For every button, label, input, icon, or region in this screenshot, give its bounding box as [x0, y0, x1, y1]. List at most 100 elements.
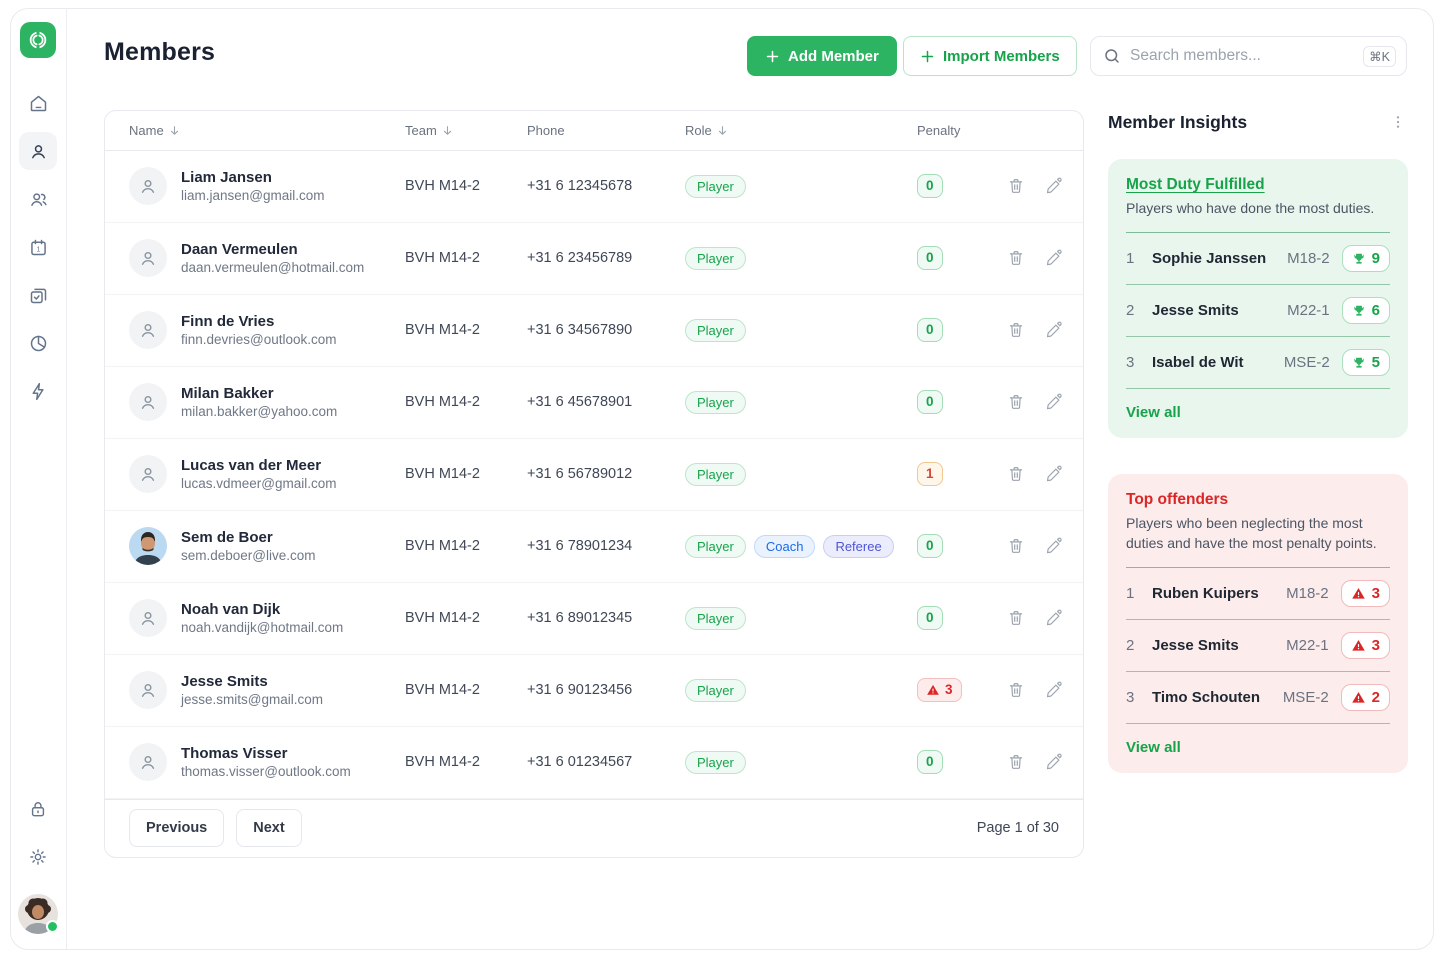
member-phone: +31 6 56789012: [527, 466, 633, 483]
role-badge: Player: [685, 390, 746, 414]
edit-row-button[interactable]: [1045, 393, 1063, 411]
search-input[interactable]: [1130, 47, 1355, 65]
table-row[interactable]: Milan Bakker milan.bakker@yahoo.com BVH …: [105, 367, 1083, 439]
member-name: Noah van Dijk: [181, 601, 281, 619]
delete-row-button[interactable]: [1007, 753, 1025, 771]
rank: 1: [1126, 250, 1135, 268]
table-row[interactable]: Liam Jansen liam.jansen@gmail.com BVH M1…: [105, 151, 1083, 223]
app-logo[interactable]: [20, 22, 56, 58]
sort-down-icon[interactable]: [716, 124, 729, 137]
next-page-button[interactable]: Next: [236, 809, 302, 848]
delete-row-button[interactable]: [1007, 537, 1025, 555]
users-icon: [30, 192, 47, 206]
trophy-icon: [1353, 357, 1364, 368]
member-name: Liam Jansen: [181, 169, 272, 187]
online-status-dot: [46, 920, 59, 933]
trash-icon: [1009, 323, 1023, 337]
pencil-icon: [1046, 177, 1062, 194]
edit-row-button[interactable]: [1045, 321, 1063, 339]
sidebar-item-members[interactable]: [19, 132, 57, 170]
sort-down-icon[interactable]: [441, 124, 454, 137]
sidebar-item-duties[interactable]: [19, 276, 57, 314]
table-row[interactable]: Noah van Dijk noah.vandijk@hotmail.com B…: [105, 583, 1083, 655]
table-row[interactable]: Thomas Visser thomas.visser@outlook.com …: [105, 727, 1083, 799]
column-header: Role: [685, 123, 917, 138]
member-avatar: [129, 743, 167, 782]
member-email: liam.jansen@gmail.com: [181, 188, 325, 204]
trophy-icon: [1353, 305, 1364, 316]
player-team: MSE-2: [1282, 689, 1329, 707]
rank: 3: [1126, 689, 1135, 707]
sidebar-item-calendar[interactable]: 1: [19, 228, 57, 266]
delete-row-button[interactable]: [1007, 321, 1025, 339]
add-member-button[interactable]: Add Member: [747, 36, 897, 76]
edit-row-button[interactable]: [1045, 537, 1063, 555]
column-header: Team: [405, 123, 527, 138]
sidebar-item-activity[interactable]: [19, 372, 57, 410]
user-icon: [141, 396, 155, 410]
profile-avatar[interactable]: [18, 894, 59, 934]
lightning-icon: [32, 382, 44, 400]
svg-text:1: 1: [36, 246, 40, 253]
plus-icon: [921, 50, 934, 62]
top-offenders-view-all-link[interactable]: View all: [1126, 739, 1181, 757]
edit-row-button[interactable]: [1045, 681, 1063, 699]
delete-row-button[interactable]: [1007, 177, 1025, 195]
search-icon: [1105, 49, 1119, 63]
role-badge: Player: [685, 462, 746, 486]
member-insights-panel: Member Insights Most Duty Fulfilled Play…: [1108, 112, 1408, 774]
player-name: Ruben Kuipers: [1152, 585, 1259, 603]
most-duty-view-all-link[interactable]: View all: [1126, 404, 1181, 422]
user-icon: [141, 756, 155, 770]
penalty-badge: 0: [917, 750, 943, 774]
member-roles: Player: [685, 318, 917, 342]
member-team: BVH M14-2: [405, 610, 480, 627]
delete-row-button[interactable]: [1007, 609, 1025, 627]
table-row[interactable]: Sem de Boer sem.deboer@live.com BVH M14-…: [105, 511, 1083, 583]
member-avatar: [129, 527, 167, 566]
column-header: Phone: [527, 122, 565, 138]
edit-row-button[interactable]: [1045, 609, 1063, 627]
sort-down-icon[interactable]: [168, 124, 181, 137]
delete-row-button[interactable]: [1007, 249, 1025, 267]
pagination: Previous Next Page 1 of 30: [105, 798, 1083, 857]
sidebar-item-home[interactable]: [19, 84, 57, 122]
edit-row-button[interactable]: [1045, 249, 1063, 267]
import-members-button[interactable]: Import Members: [903, 36, 1077, 76]
table-row[interactable]: Jesse Smits jesse.smits@gmail.com BVH M1…: [105, 655, 1083, 727]
kebab-menu-icon[interactable]: [1388, 112, 1408, 137]
player-name: Timo Schouten: [1152, 689, 1261, 707]
table-row[interactable]: Finn de Vries finn.devries@outlook.com B…: [105, 295, 1083, 367]
edit-row-button[interactable]: [1045, 753, 1063, 771]
edit-row-button[interactable]: [1045, 465, 1063, 483]
pencil-icon: [1046, 393, 1062, 410]
player-name: Jesse Smits: [1152, 302, 1239, 320]
edit-row-button[interactable]: [1045, 177, 1063, 195]
member-team: BVH M14-2: [405, 250, 480, 267]
sidebar-item-teams[interactable]: [19, 180, 57, 218]
sidebar-item-settings[interactable]: [19, 838, 57, 876]
player-team: M22-1: [1287, 302, 1330, 320]
delete-row-button[interactable]: [1007, 465, 1025, 483]
role-badge: Player: [685, 318, 746, 342]
sidebar-item-stats[interactable]: [19, 324, 57, 362]
player-name: Isabel de Wit: [1152, 354, 1244, 372]
top-offenders-description: Players who been neglecting the most dut…: [1126, 515, 1377, 552]
sidebar-item-lock[interactable]: [19, 790, 57, 828]
pencil-icon: [1046, 249, 1062, 266]
role-badge: Player: [685, 678, 746, 702]
role-badge: Coach: [753, 534, 816, 558]
previous-page-button[interactable]: Previous: [129, 809, 225, 848]
trash-icon: [1009, 539, 1023, 553]
delete-row-button[interactable]: [1007, 681, 1025, 699]
most-duty-title[interactable]: Most Duty Fulfilled: [1126, 176, 1265, 193]
column-header: Name: [129, 123, 405, 138]
trash-icon: [1009, 395, 1023, 409]
tasks-icon: [30, 288, 46, 303]
most-duty-card: Most Duty Fulfilled Players who have don…: [1108, 159, 1408, 439]
delete-row-button[interactable]: [1007, 393, 1025, 411]
table-row[interactable]: Lucas van der Meer lucas.vdmeer@gmail.co…: [105, 439, 1083, 511]
member-name: Jesse Smits: [181, 673, 268, 691]
table-row[interactable]: Daan Vermeulen daan.vermeulen@hotmail.co…: [105, 223, 1083, 295]
